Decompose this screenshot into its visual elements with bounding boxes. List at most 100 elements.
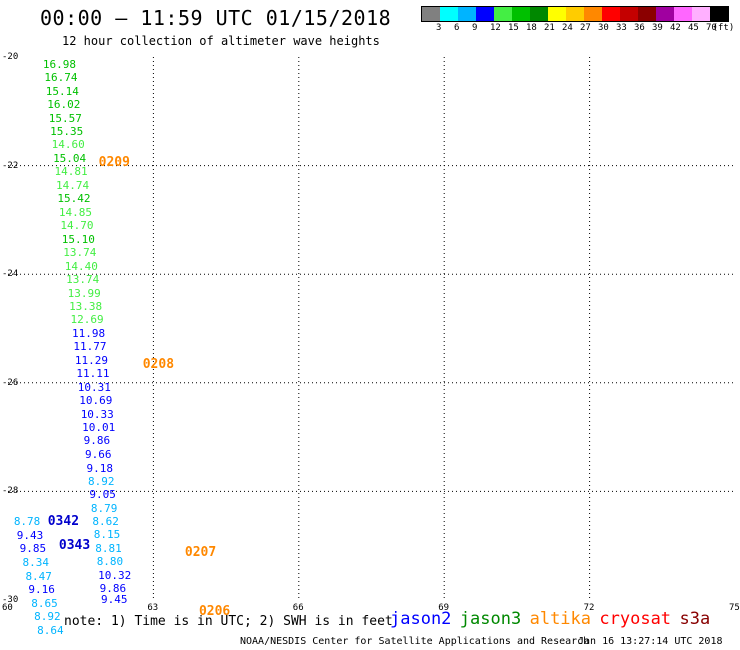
wave-height-label: 10.33 xyxy=(80,407,114,421)
satellite-label-s3a: s3a xyxy=(679,609,711,629)
legend-swatch xyxy=(530,7,548,21)
legend-label: 21 xyxy=(544,23,555,33)
credit-text: NOAA/NESDIS Center for Satellite Applica… xyxy=(240,636,590,647)
color-scale-legend xyxy=(421,6,729,22)
wave-height-label: 8.81 xyxy=(95,541,122,555)
wave-height-label: 14.70 xyxy=(60,219,94,233)
wave-height-label: 11.29 xyxy=(74,353,108,367)
wave-height-label: 14.60 xyxy=(51,138,85,152)
legend-swatch xyxy=(656,7,674,21)
legend-label: 39 xyxy=(652,23,663,33)
satellite-label-jason3: jason3 xyxy=(459,609,522,629)
wave-height-label: 9.66 xyxy=(85,447,112,461)
legend-swatch xyxy=(620,7,638,21)
legend-label: 30 xyxy=(598,23,609,33)
grid-lines xyxy=(8,57,735,600)
legend-label: 27 xyxy=(580,23,591,33)
x-tick-label: 60 xyxy=(2,603,13,613)
legend-swatch xyxy=(512,7,530,21)
legend-swatch xyxy=(422,7,440,21)
y-tick-label: -22 xyxy=(2,160,19,171)
wave-height-label: 15.10 xyxy=(61,232,95,246)
wave-height-label: 14.81 xyxy=(54,165,88,179)
wave-height-label: 14.85 xyxy=(58,206,92,220)
wave-height-label: 15.35 xyxy=(50,124,84,138)
wave-height-label: 8.79 xyxy=(90,501,118,515)
legend-label: (ft) xyxy=(712,23,735,33)
legend-swatch xyxy=(566,7,584,21)
legend-swatch xyxy=(692,7,710,21)
wave-height-label: 10.32 xyxy=(98,569,132,583)
generation-timestamp: Jan 16 13:27:14 UTC 2018 xyxy=(578,636,723,647)
legend-label: 15 xyxy=(508,23,519,33)
wave-height-label: 8.92 xyxy=(87,474,115,488)
wave-height-label: 8.78 xyxy=(13,515,41,529)
legend-label: 24 xyxy=(562,23,573,33)
legend-swatch xyxy=(494,7,512,21)
wave-height-label: 10.01 xyxy=(82,420,116,434)
legend-label: 9 xyxy=(472,23,478,33)
legend-swatch xyxy=(602,7,620,21)
wave-height-label: 8.80 xyxy=(96,555,124,569)
legend-swatch xyxy=(674,7,692,21)
satellite-label-altika: altika xyxy=(529,609,592,629)
wave-height-label: 15.14 xyxy=(45,84,79,98)
wave-height-label: 9.05 xyxy=(89,488,116,502)
wave-height-label: 16.98 xyxy=(42,58,77,72)
legend-swatch xyxy=(548,7,566,21)
wave-height-label: 9.45 xyxy=(101,592,128,606)
y-tick-label: -28 xyxy=(2,486,19,497)
legend-swatch xyxy=(710,7,728,21)
wave-height-label: 9.16 xyxy=(28,583,55,597)
pass-time-label: 0342 xyxy=(47,514,80,530)
legend-label: 6 xyxy=(454,23,460,33)
pass-time-label: 0207 xyxy=(184,545,217,561)
satellite-label-jason2: jason2 xyxy=(390,609,452,629)
footer-note: note: 1) Time is in UTC; 2) SWH is in fe… xyxy=(64,614,393,629)
legend-label: 42 xyxy=(670,23,681,33)
y-tick-label: -20 xyxy=(2,52,19,62)
legend-label: 36 xyxy=(634,23,645,33)
wave-height-label: 13.38 xyxy=(69,299,103,313)
wave-height-label: 8.34 xyxy=(22,555,50,569)
y-tick-label: -24 xyxy=(2,269,19,280)
legend-swatch xyxy=(584,7,602,21)
wave-height-label: 8.15 xyxy=(93,528,121,542)
x-tick-label: 66 xyxy=(292,603,304,613)
y-tick-label: -30 xyxy=(2,595,19,605)
wave-height-label: 9.18 xyxy=(86,461,114,475)
x-tick-label: 69 xyxy=(438,603,450,613)
wave-height-label: 11.77 xyxy=(73,339,107,353)
wave-height-label: 13.99 xyxy=(67,286,101,300)
legend-label: 45 xyxy=(688,23,699,33)
page-subtitle: 12 hour collection of altimeter wave hei… xyxy=(62,34,380,48)
y-tick-label: -26 xyxy=(2,377,19,388)
pass-time-label: 0343 xyxy=(58,538,91,554)
legend-label: 33 xyxy=(616,23,627,33)
wave-height-label: 11.98 xyxy=(71,326,106,340)
wave-height-label: 10.31 xyxy=(77,380,111,394)
satellite-label-cryosat: cryosat xyxy=(599,609,672,629)
legend-label: 70 xyxy=(706,23,717,33)
legend-label: 3 xyxy=(436,23,442,33)
wave-height-label: 8.47 xyxy=(25,569,52,583)
pass-time-label: 0209 xyxy=(98,154,130,170)
wave-height-label: 15.04 xyxy=(53,151,87,165)
legend-swatch xyxy=(638,7,656,21)
wave-height-label: 10.69 xyxy=(79,394,113,408)
wave-height-label: 14.74 xyxy=(55,179,90,193)
wave-height-label: 9.86 xyxy=(99,582,127,596)
wave-height-label: 16.02 xyxy=(47,98,81,112)
wave-height-label: 8.62 xyxy=(92,515,119,529)
x-tick-label: 63 xyxy=(147,603,159,613)
wave-height-label: 14.40 xyxy=(64,259,98,273)
wave-height-label: 13.74 xyxy=(66,273,100,287)
wave-height-label: 16.74 xyxy=(44,71,78,85)
wave-height-label: 15.42 xyxy=(57,192,91,206)
legend-swatch xyxy=(476,7,494,21)
page-title: 00:00 – 11:59 UTC 01/15/2018 xyxy=(40,6,392,30)
legend-label: 18 xyxy=(526,23,537,33)
wave-height-label: 8.65 xyxy=(31,596,58,610)
wave-height-label: 8.92 xyxy=(34,610,61,624)
